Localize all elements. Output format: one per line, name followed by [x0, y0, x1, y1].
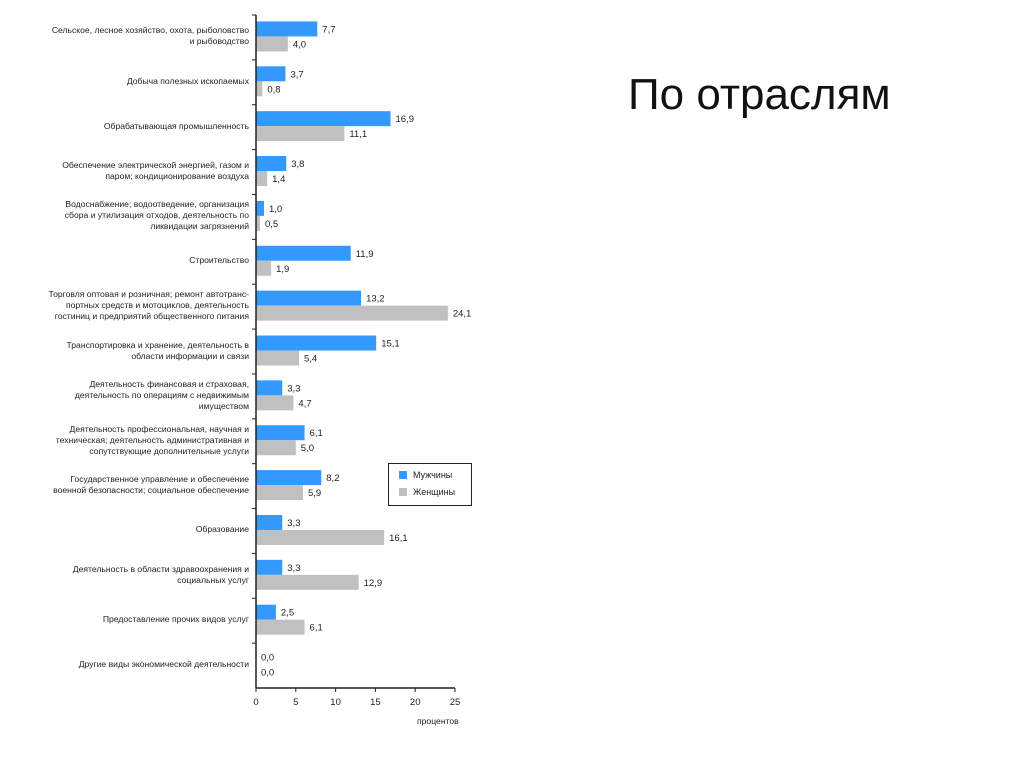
data-label: 8,2: [326, 473, 339, 484]
legend-swatch-women: [399, 488, 407, 496]
x-tick-label: 5: [293, 697, 298, 708]
data-label: 0,8: [267, 84, 280, 95]
bar-women: [256, 171, 268, 187]
category-label: Деятельность профессиональная, научная и…: [55, 423, 249, 456]
category-label: Обрабатывающая промышленность: [103, 120, 249, 131]
data-label: 1,4: [272, 174, 285, 185]
bar-men: [256, 21, 318, 37]
bar-women: [256, 395, 294, 411]
data-label: 7,7: [322, 24, 335, 35]
bar-women: [256, 619, 305, 635]
x-tick-label: 10: [330, 697, 341, 708]
data-label: 4,0: [293, 39, 306, 50]
category-label: Образование: [195, 524, 249, 535]
data-label: 3,3: [287, 383, 300, 394]
category-label: Обеспечение электрической энергией, газо…: [62, 160, 249, 182]
slide-title: По отраслям: [628, 70, 891, 119]
bar-women: [256, 36, 288, 52]
bar-women: [256, 215, 260, 231]
data-label: 16,9: [396, 114, 415, 125]
bar-men: [256, 111, 391, 127]
data-label: 3,3: [287, 518, 300, 529]
category-label: Сельское, лесное хозяйство, охота, рыбол…: [51, 25, 249, 47]
data-label: 16,1: [389, 533, 408, 544]
x-axis-label: процентов: [417, 716, 459, 726]
data-label: 1,0: [269, 204, 282, 215]
legend-item-men: Мужчины: [399, 470, 452, 480]
bar-men: [256, 559, 283, 575]
data-label: 13,2: [366, 294, 385, 305]
category-label: Другие виды экономической деятельности: [78, 659, 249, 670]
x-tick-label: 0: [253, 697, 258, 708]
bar-men: [256, 514, 283, 530]
bar-women: [256, 81, 263, 97]
legend-label-women: Женщины: [413, 487, 456, 497]
bar-men: [256, 200, 264, 216]
data-label: 0,0: [261, 653, 274, 664]
data-label: 5,0: [301, 443, 314, 454]
data-label: 15,1: [381, 339, 400, 350]
data-label: 4,7: [298, 398, 311, 409]
bar-men: [256, 335, 377, 351]
data-label: 11,1: [349, 129, 367, 140]
data-label: 0,0: [261, 668, 274, 679]
category-label: Деятельность финансовая и страховая, дея…: [74, 378, 249, 411]
bar-men: [256, 380, 283, 396]
bar-women: [256, 440, 296, 456]
data-label: 24,1: [453, 309, 472, 320]
bar-men: [256, 425, 305, 441]
bar-women: [256, 305, 448, 321]
bar-men: [256, 245, 351, 261]
data-label: 3,3: [287, 563, 300, 574]
category-label: Предоставление прочих видов услуг: [102, 614, 249, 625]
data-label: 3,7: [290, 69, 303, 80]
category-label: Транспортировка и хранение, деятельность…: [66, 339, 250, 361]
bar-women: [256, 126, 345, 142]
x-tick-label: 15: [370, 697, 381, 708]
category-label: Торговля оптовая и розничная; ремонт авт…: [48, 289, 250, 322]
data-label: 6,1: [310, 623, 323, 634]
data-label: 12,9: [364, 578, 383, 589]
x-tick-label: 25: [450, 697, 461, 708]
category-label: Деятельность в области здравоохранения и…: [72, 563, 249, 585]
bar-women: [256, 260, 272, 276]
bar-men: [256, 290, 362, 306]
bar-women: [256, 574, 359, 590]
data-label: 6,1: [310, 428, 323, 439]
bar-men: [256, 470, 322, 486]
data-label: 0,5: [265, 219, 278, 230]
category-label: Водоснабжение; водоотведение, организаци…: [64, 199, 249, 232]
data-label: 11,9: [356, 249, 374, 260]
data-label: 5,4: [304, 354, 317, 365]
category-label: Государственное управление и обеспечение…: [53, 474, 249, 496]
bar-women: [256, 485, 303, 501]
legend: Мужчины Женщины: [388, 463, 472, 506]
category-label: Добыча полезных ископаемых: [126, 75, 249, 86]
bar-men: [256, 156, 287, 172]
bar-men: [256, 604, 276, 620]
bar-men: [256, 66, 286, 82]
legend-label-men: Мужчины: [413, 470, 453, 480]
legend-swatch-men: [399, 471, 407, 479]
legend-item-women: Женщины: [399, 487, 455, 497]
x-tick-label: 20: [410, 697, 421, 708]
data-label: 2,5: [281, 608, 294, 619]
category-label: Строительство: [189, 255, 249, 266]
data-label: 1,9: [276, 264, 289, 275]
data-label: 3,8: [291, 159, 304, 170]
data-label: 5,9: [308, 488, 321, 499]
bar-women: [256, 350, 299, 366]
bar-women: [256, 529, 385, 545]
